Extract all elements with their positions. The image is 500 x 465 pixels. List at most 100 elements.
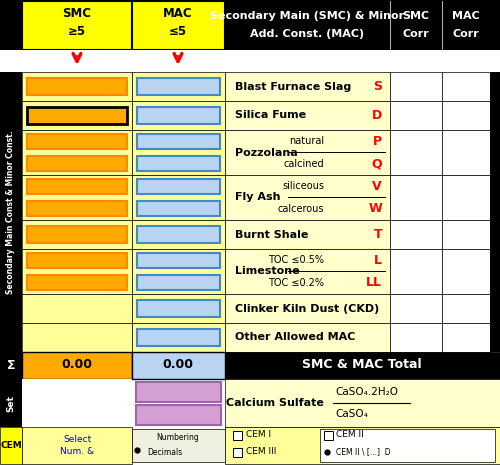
Bar [490,101,500,130]
Bar [442,101,490,130]
Bar [0,50,500,72]
Bar [132,294,225,323]
Bar [390,323,442,352]
Bar [225,220,390,249]
Bar [137,226,220,244]
Bar [225,379,500,427]
Bar [225,249,390,294]
Text: Calcium Sulfate: Calcium Sulfate [226,398,324,408]
Bar [22,249,132,294]
Text: CEM: CEM [0,440,22,450]
Bar [225,130,390,175]
Bar [490,130,500,175]
Bar [137,275,220,290]
Text: CEM III: CEM III [246,447,276,456]
Bar [442,323,490,352]
Bar [225,72,390,101]
Text: ≤5: ≤5 [169,26,187,39]
Text: Clinker Kiln Dust (CKD): Clinker Kiln Dust (CKD) [235,304,380,313]
Bar [132,72,225,101]
Bar [390,175,442,220]
Bar [225,323,390,352]
Bar [0,427,22,464]
Text: CEM I: CEM I [246,430,271,439]
Text: Secondary Main (SMC) & Minor: Secondary Main (SMC) & Minor [210,11,404,21]
Bar [27,253,127,267]
Bar [132,101,225,130]
Bar [132,323,225,352]
Text: V: V [372,180,382,193]
Text: Corr: Corr [452,29,479,39]
Bar [442,130,490,175]
Bar [324,432,333,440]
Text: SMC: SMC [62,7,92,20]
Bar [132,175,225,220]
Bar [137,78,220,95]
Bar [22,175,132,220]
Bar [225,352,500,379]
Text: CEM II: CEM II [336,430,364,439]
Text: Secondary Main Const & Minor Const.: Secondary Main Const & Minor Const. [6,130,16,294]
Bar [22,352,132,379]
Bar [442,294,490,323]
Bar [22,101,132,130]
Bar [390,101,442,130]
Bar [22,1,131,49]
Text: Silica Fume: Silica Fume [235,111,306,120]
Bar [27,275,127,290]
Text: Blast Furnace Slag: Blast Furnace Slag [235,81,351,92]
Text: 0.00: 0.00 [162,359,194,372]
Bar [137,328,220,346]
Text: 0.00: 0.00 [62,359,92,372]
Bar [22,130,132,175]
Bar [137,106,220,125]
Bar [320,429,495,462]
Bar [27,156,127,171]
Bar [137,299,220,318]
Text: siliceous: siliceous [282,181,324,191]
Bar [137,253,220,267]
Bar [136,382,221,402]
Bar [27,201,127,216]
Bar [136,405,221,425]
Bar [132,220,225,249]
Text: TOC ≤0.5%: TOC ≤0.5% [268,255,324,265]
Bar [27,179,127,193]
Bar [442,220,490,249]
Text: Select: Select [63,435,91,444]
Bar [490,249,500,294]
Bar [132,352,225,379]
Bar [225,427,500,464]
Bar [132,1,224,49]
Bar [22,72,132,101]
Text: S: S [373,80,382,93]
Bar [490,294,500,323]
Bar [0,352,22,379]
Bar [27,78,127,95]
Text: calcined: calcined [284,159,324,169]
Text: CaSO₄.2H₂O: CaSO₄.2H₂O [335,387,398,398]
Text: Corr: Corr [402,29,429,39]
Text: SMC & MAC Total: SMC & MAC Total [302,359,422,372]
Bar [490,175,500,220]
Text: Add. Const. (MAC): Add. Const. (MAC) [250,29,364,39]
Text: D: D [372,109,382,122]
Text: LL: LL [366,276,382,289]
Text: Num. &: Num. & [60,447,94,456]
Text: Fly Ash: Fly Ash [235,193,281,202]
Bar [390,72,442,101]
Bar [390,249,442,294]
Text: Other Allowed MAC: Other Allowed MAC [235,332,356,343]
Text: natural: natural [289,136,324,146]
Bar [132,429,225,462]
Bar [225,101,390,130]
Bar [442,249,490,294]
Bar [390,220,442,249]
Text: MAC: MAC [163,7,193,20]
Text: TOC ≤0.2%: TOC ≤0.2% [268,278,324,288]
Text: Σ: Σ [7,359,15,372]
Bar [137,179,220,193]
Bar [137,201,220,216]
Text: L: L [374,254,382,267]
Bar [490,220,500,249]
